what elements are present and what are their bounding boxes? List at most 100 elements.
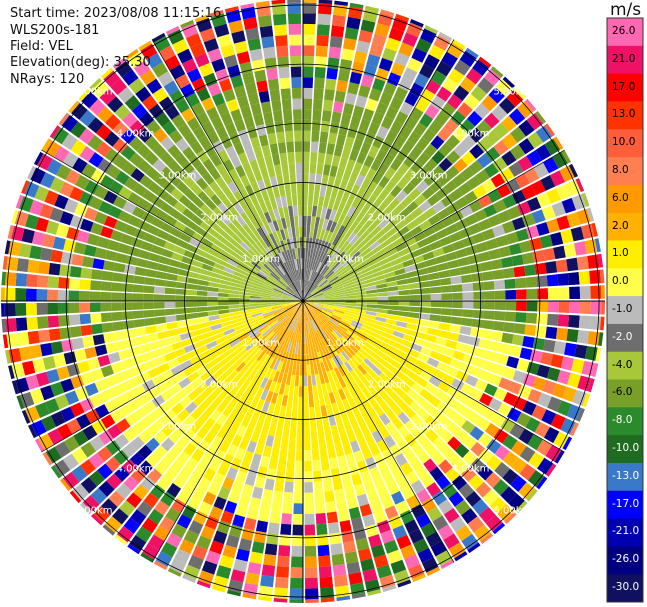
- range-gate: [309, 342, 315, 354]
- range-gate: [452, 292, 463, 300]
- range-gate: [333, 287, 345, 293]
- range-gate: [515, 173, 531, 189]
- range-gate: [228, 301, 240, 305]
- range-gate: [291, 556, 303, 568]
- range-gate: [414, 331, 427, 340]
- range-gate: [361, 344, 372, 355]
- range-gate: [314, 491, 325, 504]
- range-gate: [490, 173, 506, 188]
- range-gate: [307, 375, 312, 387]
- range-gate: [256, 4, 271, 17]
- range-gate: [153, 173, 168, 187]
- range-gate: [127, 191, 142, 206]
- range-gate: [119, 500, 136, 517]
- range-gate: [275, 576, 289, 589]
- range-gate: [182, 428, 196, 442]
- range-gate: [221, 185, 233, 198]
- range-gate: [515, 301, 527, 312]
- range-gate: [315, 56, 327, 68]
- range-gate: [512, 370, 527, 384]
- range-gate: [546, 313, 559, 326]
- range-gate: [247, 562, 262, 575]
- range-gate: [432, 343, 445, 354]
- range-gate: [306, 310, 311, 322]
- range-gate: [354, 312, 366, 318]
- range-gate: [398, 301, 410, 306]
- range-gate: [255, 256, 266, 266]
- range-gate: [216, 372, 228, 384]
- range-gate: [328, 132, 338, 145]
- range-gate: [285, 374, 292, 386]
- range-gate: [113, 330, 126, 341]
- range-gate: [432, 200, 446, 213]
- range-gate: [409, 294, 421, 301]
- range-gate: [260, 251, 270, 262]
- range-gate: [249, 194, 259, 207]
- range-gate: [251, 261, 262, 270]
- range-gate: [143, 285, 155, 294]
- range-gate: [207, 301, 218, 307]
- range-gate: [312, 272, 319, 283]
- range-gate: [165, 395, 179, 409]
- range-gate: [231, 480, 244, 494]
- range-gate: [402, 213, 415, 226]
- range-gate: [331, 261, 341, 271]
- range-gate: [303, 301, 310, 310]
- range-gate: [276, 338, 284, 349]
- range-gate: [198, 274, 211, 282]
- range-gate: [303, 293, 311, 301]
- range-gate: [271, 304, 283, 308]
- range-gate: [326, 219, 333, 232]
- range-gate: [300, 279, 303, 291]
- range-gate: [309, 417, 317, 429]
- range-gate: [239, 301, 250, 305]
- range-gate: [176, 320, 189, 328]
- range-gate: [414, 394, 428, 408]
- range-gate: [330, 424, 339, 437]
- range-gate: [246, 440, 257, 454]
- range-gate: [465, 47, 479, 59]
- range-gate: [475, 241, 488, 253]
- range-gate: [325, 78, 337, 91]
- range-gate: [209, 276, 221, 284]
- range-gate: [318, 2, 333, 15]
- range-gate: [259, 267, 270, 276]
- range-gate: [289, 216, 295, 228]
- range-gate: [387, 290, 399, 296]
- range-gate: [336, 79, 348, 93]
- range-gate: [361, 447, 373, 460]
- range-gate: [239, 306, 251, 312]
- range-gate: [398, 381, 411, 393]
- range-gate: [360, 247, 372, 257]
- range-gate: [284, 481, 294, 493]
- range-gate: [233, 142, 245, 155]
- range-gate: [303, 297, 314, 301]
- range-gate: [208, 227, 220, 239]
- range-gate: [353, 50, 368, 64]
- range-gate: [545, 260, 558, 274]
- range-gate: [208, 248, 220, 258]
- range-gate: [202, 491, 217, 506]
- range-gate: [349, 71, 363, 85]
- range-gate: [453, 85, 470, 102]
- range-gate: [276, 266, 285, 277]
- range-gate: [354, 284, 366, 290]
- range-gate: [220, 214, 232, 226]
- range-gate: [183, 249, 196, 259]
- range-gate: [478, 338, 491, 350]
- range-gate: [438, 459, 453, 474]
- range-gate: [271, 322, 281, 332]
- range-gate: [47, 276, 60, 289]
- range-gate: [311, 289, 322, 296]
- range-gate: [226, 443, 238, 457]
- range-gate: [426, 482, 441, 497]
- range-gate: [68, 314, 81, 326]
- range-gate: [419, 307, 431, 314]
- range-gate: [240, 415, 251, 428]
- range-gate: [304, 481, 314, 493]
- range-gate: [443, 507, 460, 524]
- range-gate: [240, 105, 252, 119]
- range-gate: [556, 183, 571, 200]
- range-gate: [272, 307, 284, 313]
- range-gate: [182, 383, 196, 395]
